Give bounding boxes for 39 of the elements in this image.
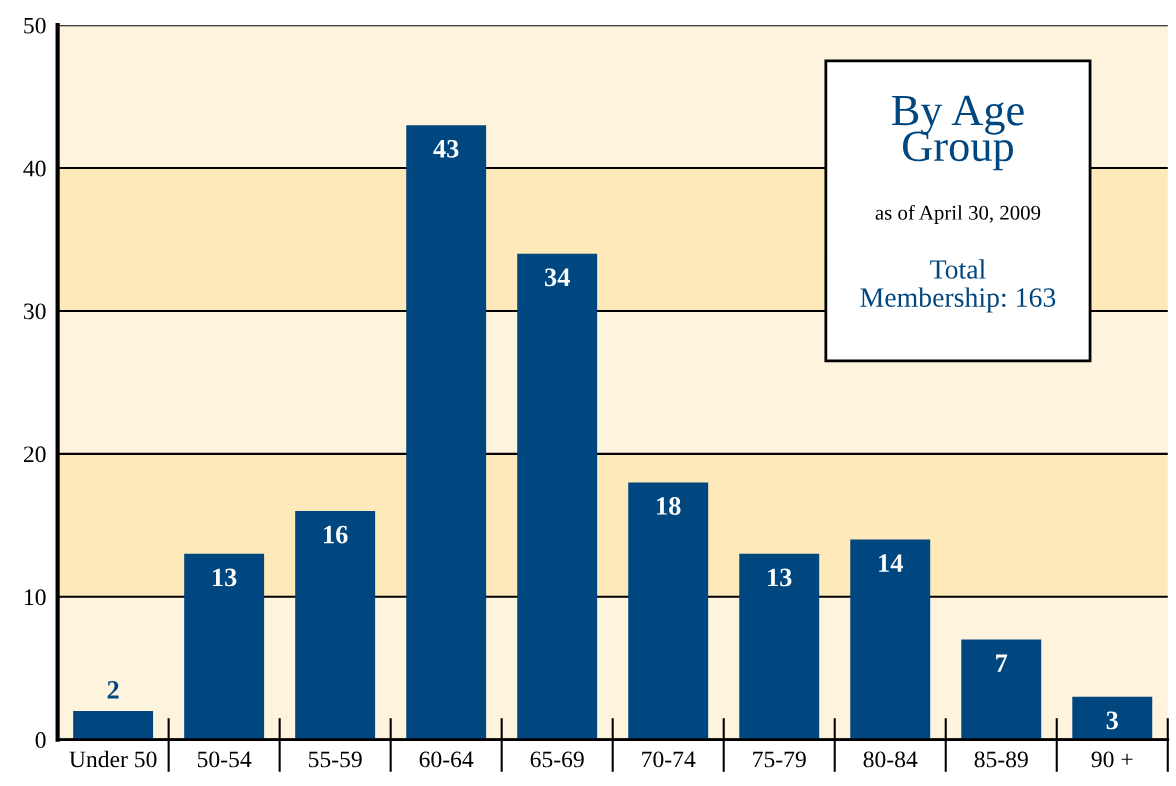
bar <box>406 125 487 740</box>
bar <box>1072 696 1153 740</box>
bar <box>628 482 709 740</box>
data-label: 18 <box>657 497 681 515</box>
text: By Age Group <box>891 95 1024 171</box>
data-label: 13 <box>768 568 792 587</box>
y-tick-label: 10 <box>24 589 46 606</box>
x-tick-label: 55-59 <box>308 751 362 768</box>
bar <box>73 711 154 740</box>
x-tick-label: 70-74 <box>642 751 696 768</box>
data-label: 3 <box>1106 711 1118 730</box>
bar <box>517 253 598 740</box>
x-tick-label: 75-79 <box>753 751 806 768</box>
x-tick-label: 90 + <box>1091 751 1133 768</box>
y-tick-label: 20 <box>23 446 46 463</box>
data-label: 16 <box>324 525 348 544</box>
bar <box>850 539 931 740</box>
x-tick-label: 65-69 <box>530 751 584 768</box>
y-tick-label: 30 <box>24 303 46 320</box>
x-tick-label: 80-84 <box>863 751 918 768</box>
bar <box>295 510 376 740</box>
data-label: 2 <box>107 681 119 699</box>
annotation: Total Membership: 163 <box>860 259 1056 313</box>
data-label: 13 <box>213 568 237 587</box>
y-tick-label: 40 <box>23 160 46 177</box>
data-label: 14 <box>879 554 903 572</box>
bar <box>739 553 820 740</box>
bar <box>961 639 1042 740</box>
x-tick-label: 60-64 <box>419 751 474 768</box>
data-label: 34 <box>544 268 570 287</box>
x-tick-label: 85-89 <box>974 751 1028 768</box>
text: as of April 30, 2009 <box>875 204 1041 225</box>
x-tick-label: 50-54 <box>197 751 252 768</box>
y-tick-label: 0 <box>35 732 46 749</box>
data-label: 7 <box>996 654 1008 672</box>
y-tick-label: 50 <box>24 17 46 34</box>
data-label: 43 <box>433 139 459 158</box>
x-tick-label: Under 50 <box>69 750 157 768</box>
bar <box>184 553 265 740</box>
